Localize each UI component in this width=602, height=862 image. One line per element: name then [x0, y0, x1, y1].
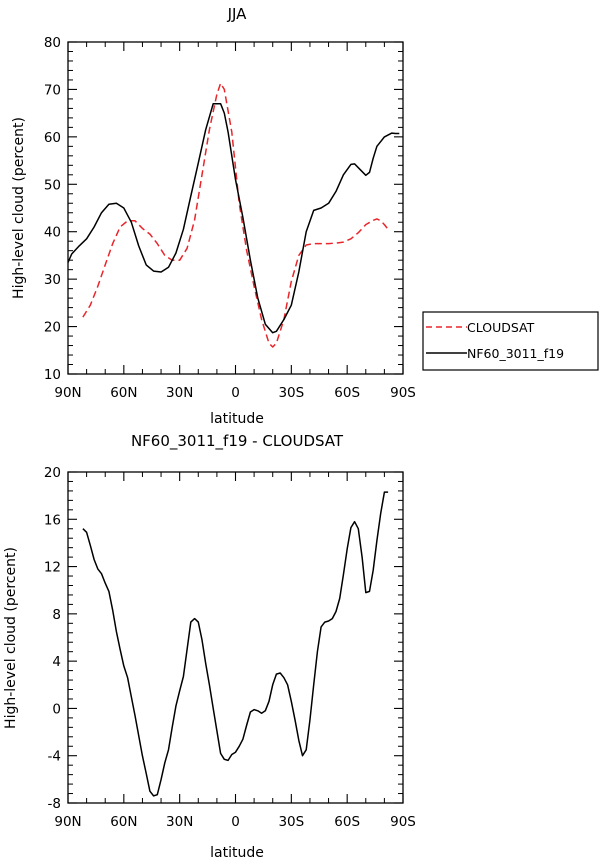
bottom-x-tick-label: 30S [278, 814, 304, 830]
top-x-tick-label: 30N [166, 385, 193, 401]
top-series-lines [67, 82, 400, 348]
top-x-tick-label: 30S [278, 385, 304, 401]
top-y-tick-label: 10 [44, 367, 61, 383]
legend-label-nf60: NF60_3011_f19 [467, 346, 564, 361]
top-y-tick-label: 50 [44, 177, 61, 193]
bottom-x-tick-label: 60S [334, 814, 360, 830]
bottom-y-tick-label: -4 [48, 749, 61, 765]
top-y-tick-label: 70 [44, 82, 61, 98]
top-x-tick-label: 60S [334, 385, 360, 401]
top-plot-frame [67, 41, 404, 375]
top-axis-ticks: 90N 60N 30N 0 30S 60S 90S 10 20 30 40 50 60 70 80 [44, 35, 416, 401]
bottom-y-tick-label: 16 [44, 512, 61, 528]
top-panel: JJA 90N 60N 30N 0 30S 60S 90S1020304050607080 … [11, 5, 416, 427]
bottom-y-axis-title: High-level cloud (percent) [3, 547, 19, 729]
top-panel-title: JJA [227, 5, 248, 23]
legend-label-cloudsat: CLOUDSAT [467, 320, 535, 335]
top-y-axis-title: High-level cloud (percent) [11, 117, 27, 299]
bottom-y-tick-label: 12 [44, 560, 61, 576]
bottom-y-tick-label: 8 [52, 607, 61, 623]
legend-box [422, 311, 599, 371]
top-y-tick-label: 20 [44, 320, 61, 336]
bottom-y-tick-label: 20 [44, 465, 61, 481]
top-y-tick-label: 80 [44, 35, 61, 51]
top-x-tick-label: 90S [390, 385, 416, 401]
bottom-y-tick-label: 0 [52, 701, 61, 717]
bottom-x-tick-label: 90S [390, 814, 416, 830]
bottom-x-tick-label: 90N [54, 814, 81, 830]
top-y-tick-label: 60 [44, 130, 61, 146]
bottom-panel: NF60_3011_f19 - CLOUDSAT 90N 60N 30N 0 30S 60… [3, 432, 416, 861]
bottom-x-tick-label: 30N [166, 814, 193, 830]
top-x-tick-label: 90N [54, 385, 81, 401]
bottom-series-lines [82, 491, 389, 797]
bottom-y-tick-label: 4 [52, 654, 61, 670]
top-y-tick-label: 30 [44, 272, 61, 288]
top-x-tick-label: 60N [110, 385, 137, 401]
legend: CLOUDSAT NF60_3011_f19 [422, 311, 599, 371]
top-series-line-1 [67, 102, 400, 334]
bottom-x-tick-label: 60N [110, 814, 137, 830]
bottom-x-tick-label: 0 [231, 814, 240, 830]
top-series-line-0 [82, 82, 389, 348]
top-y-tick-label: 40 [44, 225, 61, 241]
bottom-x-axis-title: latitude [210, 845, 264, 861]
bottom-y-tick-label: -8 [48, 796, 61, 812]
bottom-series-line-0 [82, 491, 389, 797]
top-x-tick-label: 0 [231, 385, 240, 401]
top-x-axis-title: latitude [210, 411, 264, 427]
bottom-axis-ticks: 90N 60N 30N 0 30S 60S 90S -8 -4 0 4 8 12 16 20 [44, 465, 416, 830]
bottom-panel-title: NF60_3011_f19 - CLOUDSAT [131, 432, 344, 451]
